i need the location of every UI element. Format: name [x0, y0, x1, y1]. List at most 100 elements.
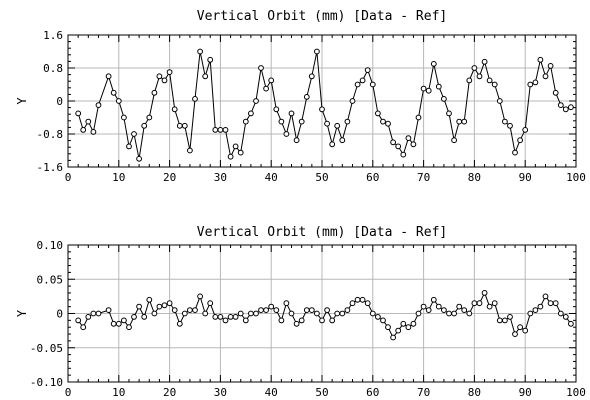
data-point — [212, 314, 219, 320]
data-point — [146, 114, 153, 121]
data-point — [308, 73, 315, 80]
x-tick-label: 10 — [112, 386, 125, 399]
data-point — [390, 139, 397, 146]
x-tick-label: 70 — [417, 171, 430, 184]
data-point — [161, 302, 168, 309]
data-point — [456, 303, 463, 310]
data-point — [136, 155, 143, 162]
data-point — [283, 131, 290, 137]
data-point — [324, 120, 331, 127]
x-tick-label: 20 — [163, 171, 176, 184]
y-tick-label: 0.05 — [37, 273, 64, 286]
data-point — [176, 320, 183, 327]
data-point — [105, 307, 112, 314]
data-point — [181, 122, 188, 129]
data-point — [105, 73, 112, 80]
x-tick-label: 10 — [112, 171, 125, 184]
data-point — [405, 324, 412, 331]
data-point — [146, 296, 153, 303]
data-point — [369, 81, 376, 88]
lower-orbit-chart: 0 10 20 30 40 50 60 70 80 90 100 -0.10 -0.05 0 0.05 0.1… — [15, 225, 586, 399]
data-point — [329, 317, 336, 324]
data-point — [512, 331, 518, 338]
data-point — [542, 73, 549, 80]
data-point — [156, 303, 163, 310]
data-point — [176, 122, 183, 129]
data-point — [314, 310, 320, 317]
data-point — [441, 96, 447, 102]
data-point — [334, 122, 341, 129]
data-point — [273, 307, 280, 314]
data-point — [532, 79, 539, 86]
data-point — [380, 317, 386, 324]
y-axis-label: Y — [15, 309, 29, 317]
data-point — [430, 61, 437, 67]
data-point — [375, 314, 381, 320]
data-point — [90, 129, 97, 135]
data-point — [80, 126, 87, 133]
data-point — [283, 300, 290, 307]
data-point — [202, 310, 209, 317]
data-point — [562, 106, 569, 113]
data-point — [471, 300, 478, 307]
data-point — [405, 135, 412, 142]
data-point — [324, 307, 331, 314]
data-point — [344, 307, 351, 314]
data-point — [532, 307, 539, 314]
data-point — [354, 296, 361, 303]
data-point — [562, 314, 569, 320]
data-point — [303, 307, 310, 314]
x-tick-label: 40 — [265, 171, 278, 184]
data-point — [329, 141, 336, 148]
data-point — [227, 153, 234, 160]
data-point — [151, 310, 158, 317]
data-point — [258, 65, 264, 71]
data-point — [410, 320, 417, 327]
data-point — [197, 293, 204, 300]
data-point — [207, 56, 214, 63]
x-tick-label: 30 — [214, 171, 227, 184]
data-point — [192, 307, 198, 314]
data-point — [461, 307, 468, 314]
data-point — [425, 307, 432, 314]
data-point — [537, 303, 544, 310]
data-point — [507, 314, 513, 320]
data-point — [192, 96, 198, 102]
data-point — [476, 73, 483, 80]
data-point — [486, 77, 493, 84]
data-point — [349, 300, 356, 307]
data-point — [369, 310, 376, 317]
data-point — [491, 81, 498, 88]
data-point — [471, 65, 478, 71]
data-point — [298, 317, 305, 324]
x-tick-label: 60 — [366, 171, 379, 184]
data-point — [187, 147, 193, 154]
data-point — [568, 104, 574, 111]
y-tick-label: 0.10 — [37, 239, 64, 252]
data-point — [476, 300, 483, 307]
data-point — [298, 118, 305, 125]
data-point — [121, 317, 127, 324]
data-point — [263, 307, 270, 314]
data-point — [502, 317, 508, 324]
data-point — [121, 114, 127, 121]
data-point — [339, 137, 346, 144]
data-point — [481, 290, 488, 296]
data-point — [110, 89, 117, 96]
data-point — [339, 310, 346, 317]
data-point — [95, 102, 102, 108]
data-point — [522, 327, 529, 334]
data-point — [110, 320, 117, 327]
data-point — [303, 94, 310, 100]
data-point — [552, 89, 559, 96]
chart-title: Vertical Orbit (mm) [Data - Ref] — [197, 225, 447, 240]
chart-title: Vertical Orbit (mm) [Data - Ref] — [197, 9, 447, 24]
data-point — [278, 317, 285, 324]
plot-frame — [67, 244, 577, 383]
data-point — [115, 98, 122, 104]
data-point — [380, 118, 386, 125]
data-point — [385, 120, 391, 127]
data-point — [395, 327, 402, 334]
data-point — [451, 137, 458, 144]
data-point — [217, 314, 224, 320]
